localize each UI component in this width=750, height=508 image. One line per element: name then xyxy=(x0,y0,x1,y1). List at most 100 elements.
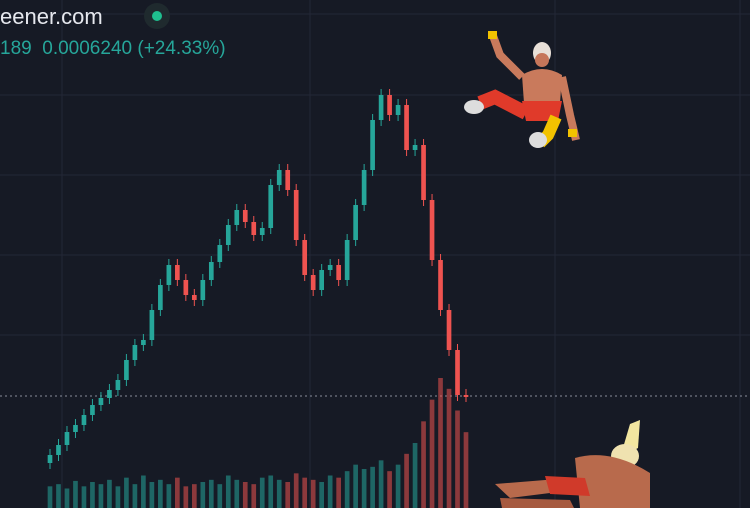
candle xyxy=(404,105,409,150)
candle xyxy=(310,275,316,290)
ohlc-prefix: 189 xyxy=(0,38,32,59)
candle xyxy=(81,415,87,425)
candle xyxy=(234,210,240,225)
candle xyxy=(421,145,426,200)
volume-bar xyxy=(191,484,197,508)
volume-bar xyxy=(395,464,401,508)
volume-bar xyxy=(293,473,299,508)
volume-bar xyxy=(421,421,426,508)
candle xyxy=(387,95,392,115)
candle xyxy=(191,295,197,300)
candle xyxy=(200,280,206,300)
candle xyxy=(64,432,70,445)
candle xyxy=(115,380,121,390)
volume-bar xyxy=(378,460,384,508)
volume-bar xyxy=(285,482,291,508)
volume-bar xyxy=(404,453,409,508)
volume-bar xyxy=(64,488,70,508)
volume-bar xyxy=(370,466,375,508)
candle xyxy=(378,95,384,120)
volume-bar xyxy=(107,479,112,508)
volume-bar xyxy=(412,443,418,508)
candle xyxy=(259,228,265,235)
volume-bar xyxy=(259,477,265,508)
candle xyxy=(158,285,163,310)
volume-bar xyxy=(353,464,358,508)
volume-bar xyxy=(217,484,223,508)
candle xyxy=(344,240,350,280)
wrestler-falling-image xyxy=(495,420,650,508)
volume-bar xyxy=(166,484,172,508)
candle xyxy=(98,398,104,405)
candle xyxy=(302,240,308,275)
live-indicator-icon xyxy=(144,3,170,29)
candle xyxy=(455,350,460,395)
volume-bar xyxy=(242,482,248,508)
candle xyxy=(124,360,129,380)
candle xyxy=(276,170,282,185)
volume-bar xyxy=(175,477,180,508)
volume-bar xyxy=(98,484,104,508)
candle xyxy=(242,210,248,222)
volume-bar xyxy=(344,471,350,508)
candle xyxy=(463,395,469,397)
candle xyxy=(412,145,418,150)
volume-bar xyxy=(132,484,138,508)
volume-bar xyxy=(225,475,231,508)
volume-bar xyxy=(251,484,257,508)
candle xyxy=(353,205,358,240)
candle xyxy=(327,265,333,270)
volume-bar xyxy=(183,486,189,508)
volume-bar xyxy=(141,475,146,508)
candle xyxy=(208,262,214,280)
candle xyxy=(285,170,291,190)
volume-bar xyxy=(438,378,443,508)
volume-bar xyxy=(149,482,155,508)
candle xyxy=(446,310,452,350)
volume-bar xyxy=(310,479,316,508)
candle xyxy=(56,445,61,455)
volume-bar xyxy=(446,388,452,508)
candle xyxy=(395,105,401,115)
volume-bar xyxy=(319,482,325,508)
candle xyxy=(336,265,341,280)
volume-bar xyxy=(73,480,78,508)
volume-bar xyxy=(455,410,460,508)
candle xyxy=(107,390,112,398)
candle xyxy=(183,280,189,295)
candle xyxy=(217,245,223,262)
candle xyxy=(132,345,138,360)
candle xyxy=(47,455,53,463)
price-change: (+24.33%) xyxy=(137,38,226,59)
volume-bar xyxy=(158,479,163,508)
price-readout: 189 0.0006240 (+24.33%) xyxy=(0,38,226,60)
candle xyxy=(225,225,231,245)
volume-bar xyxy=(124,477,129,508)
volume-bar xyxy=(336,477,341,508)
volume-bar xyxy=(234,479,240,508)
volume-bar xyxy=(327,475,333,508)
volume-bar xyxy=(387,471,392,508)
candle xyxy=(73,425,78,432)
volume-bar xyxy=(361,469,367,508)
site-name: eener.com xyxy=(0,4,103,29)
candle xyxy=(251,222,257,235)
volume-bar xyxy=(268,475,274,508)
current-price: 0.0006240 xyxy=(42,38,133,59)
candle xyxy=(361,170,367,205)
volume-bar xyxy=(429,399,435,508)
volume-bar xyxy=(115,486,121,508)
volume-bar xyxy=(208,479,214,508)
wrestler-jumping-image xyxy=(464,31,580,148)
candle xyxy=(293,190,299,240)
candle xyxy=(90,405,95,415)
candle xyxy=(429,200,435,260)
volume-bar xyxy=(200,482,206,508)
candle xyxy=(438,260,443,310)
volume-bar xyxy=(47,486,53,508)
volume-bar xyxy=(276,479,282,508)
volume-bar xyxy=(90,482,95,508)
candle xyxy=(370,120,375,170)
